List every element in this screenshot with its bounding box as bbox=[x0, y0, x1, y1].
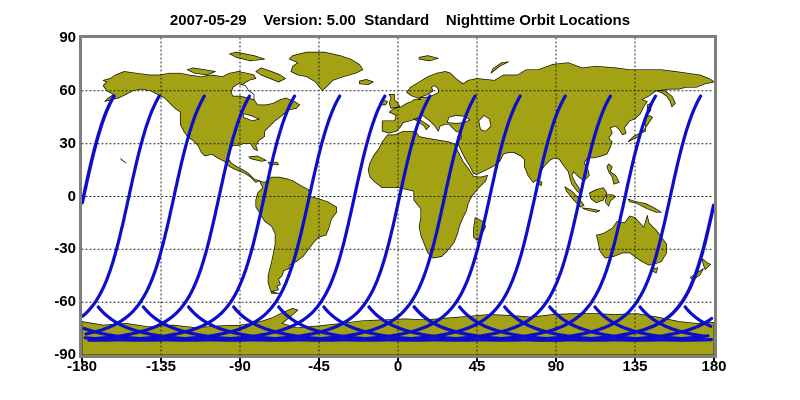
x-tick-mark bbox=[239, 358, 241, 362]
landmass-philippines bbox=[606, 163, 620, 185]
x-tick-mark bbox=[476, 358, 478, 362]
y-tick-label: 0 bbox=[67, 187, 76, 205]
x-tick-label: -90 bbox=[229, 358, 251, 375]
x-tick-label: -180 bbox=[66, 358, 98, 375]
water-caspian_sea bbox=[478, 115, 492, 132]
landmass-iceland bbox=[359, 79, 374, 86]
x-tick-label: -45 bbox=[308, 358, 330, 375]
orbit-track-7 bbox=[82, 94, 713, 342]
landmass-greenland bbox=[288, 51, 364, 92]
orbit-track-4 bbox=[93, 94, 713, 342]
landmass-italy bbox=[413, 118, 430, 130]
y-tick-label: -60 bbox=[54, 293, 76, 311]
landmass-south_america bbox=[255, 176, 337, 294]
figure-title: 2007-05-29 Version: 5.00 Standard Nightt… bbox=[169, 12, 631, 29]
landmass-uk bbox=[388, 94, 401, 109]
x-tick-label: 90 bbox=[547, 358, 565, 375]
y-tick-label: -90 bbox=[54, 346, 76, 363]
x-tick-mark bbox=[397, 358, 399, 362]
landmass-cuba bbox=[248, 155, 267, 162]
y-tick-label: 30 bbox=[59, 134, 76, 152]
world-map-canvas bbox=[82, 38, 714, 355]
orbit-track-2 bbox=[82, 94, 714, 342]
landmass-sulawesi bbox=[604, 194, 617, 207]
x-tick-mark bbox=[318, 358, 320, 362]
water-great_lakes bbox=[243, 113, 260, 122]
landmass-australia bbox=[596, 214, 667, 266]
x-tick-label: 0 bbox=[393, 358, 403, 375]
x-tick-mark bbox=[713, 358, 715, 362]
landmass-new_guinea bbox=[627, 198, 662, 213]
landmass-novaya_zemlya bbox=[490, 61, 509, 74]
landmass-victoria bbox=[186, 67, 216, 76]
x-tick-label: -135 bbox=[145, 358, 177, 375]
orbit-track-3 bbox=[84, 94, 710, 342]
orbit-track-5 bbox=[87, 94, 705, 342]
y-tick-label: 90 bbox=[59, 29, 76, 46]
x-tick-label: 45 bbox=[468, 358, 486, 375]
landmass-borneo bbox=[589, 187, 608, 204]
x-tick-mark bbox=[555, 358, 557, 362]
landmass-nz_north bbox=[701, 257, 711, 270]
landmass-ellesmere bbox=[229, 51, 265, 62]
landmass-baffin bbox=[255, 67, 286, 83]
landmass-hawaii bbox=[120, 158, 127, 164]
landmass-java bbox=[581, 207, 601, 213]
x-tick-label: 135 bbox=[622, 358, 648, 375]
x-tick-mark bbox=[634, 358, 636, 362]
y-tick-label: 60 bbox=[59, 81, 76, 99]
map-plot-area bbox=[82, 38, 714, 355]
x-tick-mark bbox=[160, 358, 162, 362]
x-tick-mark bbox=[81, 358, 83, 362]
orbit-track-15 bbox=[82, 94, 714, 342]
landmass-svalbard bbox=[418, 55, 439, 62]
x-tick-label: 180 bbox=[701, 358, 727, 375]
y-tick-label: -30 bbox=[54, 240, 76, 258]
